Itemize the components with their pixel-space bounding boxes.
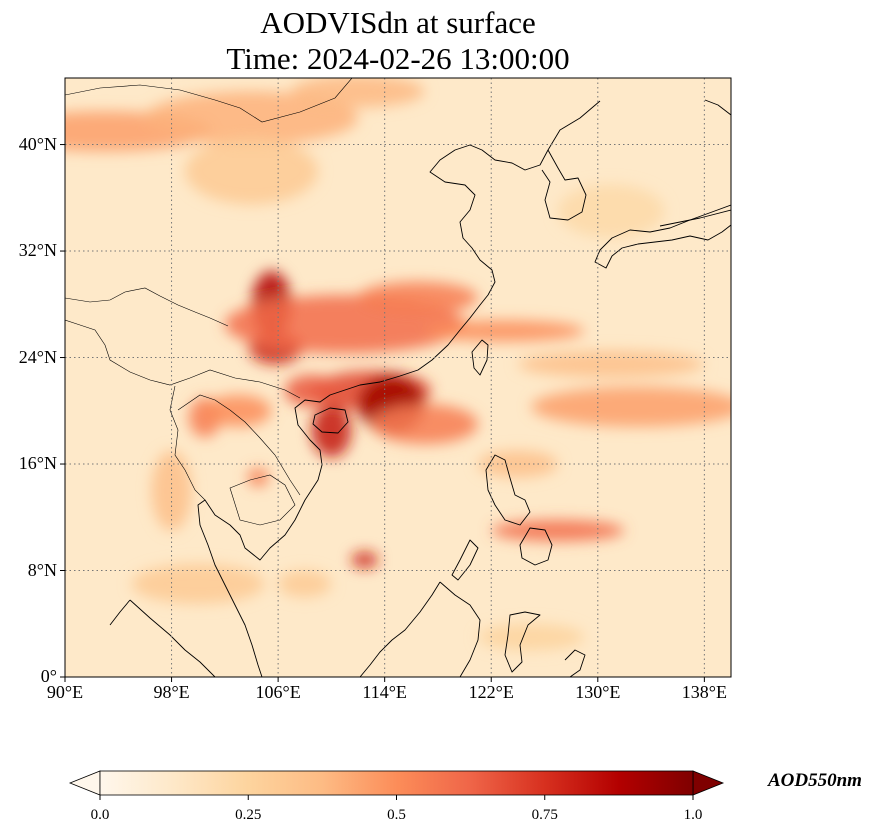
map-frame <box>64 77 732 678</box>
aod-plume <box>311 404 352 458</box>
lon-label: 98°E <box>153 682 190 702</box>
aod-plume <box>477 450 558 478</box>
lat-label: 0° <box>40 666 57 686</box>
aod-plume <box>371 404 478 445</box>
gridlines <box>65 78 731 677</box>
aod-plume <box>531 386 731 427</box>
japan-coastline <box>594 99 731 269</box>
aod-plume <box>424 320 585 342</box>
aod-plume <box>358 281 478 314</box>
colorbar-extend-min <box>68 770 101 796</box>
aod-plume <box>151 450 192 531</box>
axis-ticks <box>60 144 705 682</box>
aod-plume <box>291 78 425 108</box>
colorbar-extend-max <box>692 770 725 796</box>
colorbar-ticks <box>99 795 694 800</box>
lon-label: 106°E <box>255 682 301 702</box>
aod-plume <box>491 519 625 542</box>
lon-label: 114°E <box>362 682 407 702</box>
new-guinea-coastline <box>564 649 586 677</box>
lat-label: 24°N <box>18 346 57 367</box>
aod-plume <box>131 563 265 604</box>
lat-label: 40°N <box>18 133 57 154</box>
mongolia-border <box>65 78 353 123</box>
coastlines <box>109 99 731 677</box>
colorbar-tick-label: 0.0 <box>90 807 110 823</box>
aod-plume <box>517 350 705 378</box>
korea-coastline <box>541 149 587 221</box>
borneo-coastline <box>359 581 481 677</box>
aod-plume <box>284 374 339 407</box>
colorbar-tick-label: 0.25 <box>235 807 262 823</box>
lon-label: 122°E <box>468 682 514 702</box>
himalaya-border <box>65 287 301 526</box>
aod-plume <box>557 184 665 238</box>
philippines-coastline <box>451 454 553 581</box>
aod-plume <box>477 623 585 651</box>
aod-plume <box>351 551 379 568</box>
lon-label: 130°E <box>575 682 621 702</box>
colorbar-tick-label: 0.5 <box>387 807 406 823</box>
colorbar <box>99 770 694 796</box>
colorbar-tick-label: 0.75 <box>531 807 558 823</box>
colorbar-tick-label: 1.0 <box>683 807 703 823</box>
map-title: AODVISdn at surface <box>260 5 536 40</box>
map-subtitle-time: Time: 2024-02-26 13:00:00 <box>226 41 570 76</box>
sulawesi-coastline <box>504 611 541 673</box>
hainan-coastline <box>312 407 349 434</box>
aod-plume <box>184 137 319 205</box>
lat-label: 16°N <box>18 453 57 474</box>
lat-label: 8°N <box>27 559 57 580</box>
colorbar-label: AOD550nm <box>768 770 862 791</box>
country-borders <box>65 78 353 526</box>
aod-plume <box>204 394 272 427</box>
taiwan-coastline <box>471 339 489 376</box>
aod-plume <box>278 570 332 598</box>
asia-coastline <box>197 100 731 677</box>
aod-field <box>65 78 731 651</box>
lon-label: 138°E <box>681 682 727 702</box>
lon-label: 90°E <box>46 682 84 702</box>
lat-label: 32°N <box>18 240 57 261</box>
sumatra-coastline <box>109 599 216 677</box>
aod-plume <box>247 468 269 487</box>
aod-plume <box>144 91 359 145</box>
